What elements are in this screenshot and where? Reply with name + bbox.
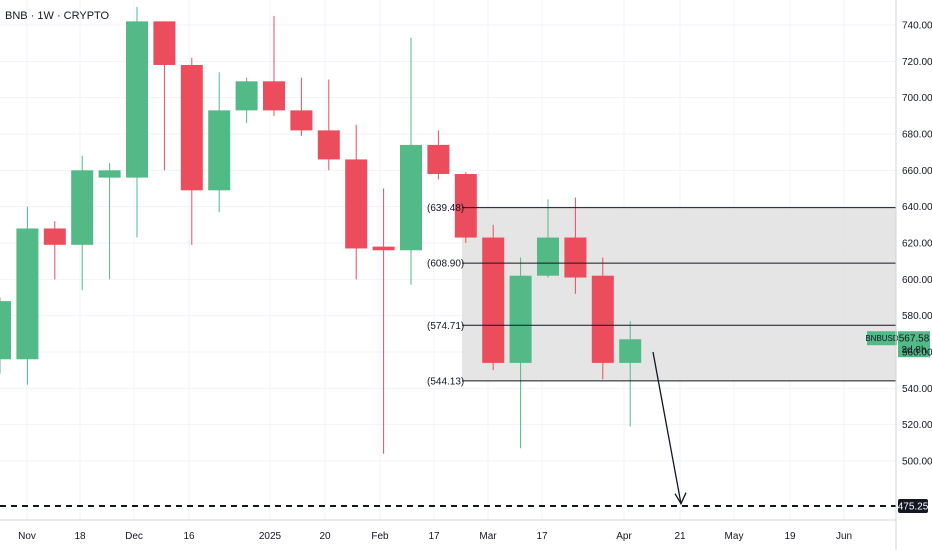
- y-tick-label: 580.00: [902, 311, 932, 322]
- candle-body: [208, 110, 231, 191]
- candle-body: [180, 64, 203, 191]
- x-tick-label: 18: [74, 531, 86, 542]
- x-tick-label: Mar: [479, 531, 497, 542]
- x-tick-label: 16: [183, 531, 195, 542]
- candle-body: [372, 246, 395, 251]
- x-tick-label: 20: [319, 531, 331, 542]
- target-price-tag: [898, 498, 928, 513]
- candle-body: [290, 110, 313, 131]
- y-tick-label: 660.00: [902, 166, 932, 177]
- y-tick-label: 740.00: [902, 21, 932, 32]
- candle-body: [263, 81, 285, 111]
- candle-body: [482, 237, 505, 363]
- y-tick-label: 560.00: [902, 348, 932, 359]
- candle-body: [0, 301, 11, 360]
- projection-arrowhead: [674, 492, 687, 506]
- x-tick-label: Feb: [371, 531, 389, 542]
- candle-body: [43, 228, 66, 245]
- y-tick-label: 680.00: [902, 130, 932, 141]
- y-tick-label: 640.00: [902, 202, 932, 213]
- x-tick-label: 17: [428, 531, 440, 542]
- countdown-label: 3d 8h: [901, 345, 926, 356]
- x-tick-label: 17: [536, 531, 548, 542]
- candle-body: [317, 130, 340, 160]
- x-tick-label: May: [725, 531, 744, 542]
- candle-body: [345, 159, 368, 249]
- x-tick-label: 21: [674, 531, 686, 542]
- candle-body: [619, 339, 642, 363]
- candle-body: [98, 170, 121, 178]
- candle-body: [71, 170, 94, 245]
- x-tick-label: 19: [784, 531, 796, 542]
- candle-body: [509, 275, 532, 363]
- x-tick-label: Dec: [125, 531, 143, 542]
- symbol-tag: [867, 331, 897, 346]
- y-tick-label: 540.00: [902, 384, 932, 395]
- y-tick-label: 620.00: [902, 239, 932, 250]
- current-price-tag: [898, 331, 930, 358]
- x-tick-label: Nov: [18, 531, 36, 542]
- target-price-label: 475.25: [898, 501, 929, 512]
- x-tick-label: Apr: [616, 531, 632, 542]
- chart-title: BNB · 1W · CRYPTO: [5, 10, 110, 22]
- y-tick-label: 700.00: [902, 93, 932, 104]
- y-tick-label: 520.00: [902, 420, 932, 431]
- candle-body: [400, 144, 422, 251]
- x-tick-label: 2025: [259, 531, 282, 542]
- level-layer: (639.48) (608.90) (574.71) (544.13): [427, 203, 896, 387]
- candle-body: [591, 275, 614, 363]
- candle-body: [427, 144, 450, 174]
- candle-body: [564, 237, 587, 278]
- candle-body: [235, 81, 258, 111]
- y-tick-label: 720.00: [902, 57, 932, 68]
- current-price-label: 567.58: [899, 334, 930, 345]
- level-label: (639.48): [427, 203, 464, 214]
- y-tick-label: 600.00: [902, 275, 932, 286]
- candle-layer: [0, 6, 642, 454]
- candle-body: [153, 21, 176, 65]
- candle-body: [16, 228, 39, 360]
- y-tick-label: 500.00: [902, 457, 932, 468]
- level-label: (608.90): [427, 259, 464, 270]
- x-tick-label: Jun: [836, 531, 852, 542]
- zone-layer: [462, 207, 896, 381]
- candle-body: [126, 21, 148, 178]
- level-label: (574.71): [427, 321, 464, 332]
- symbol-label: BNBUSD: [865, 334, 899, 343]
- candle-body: [454, 173, 477, 238]
- range-zone: [462, 207, 896, 381]
- candle-body: [537, 237, 559, 276]
- level-label: (544.13): [427, 376, 464, 387]
- projection-arrow-line: [652, 351, 682, 504]
